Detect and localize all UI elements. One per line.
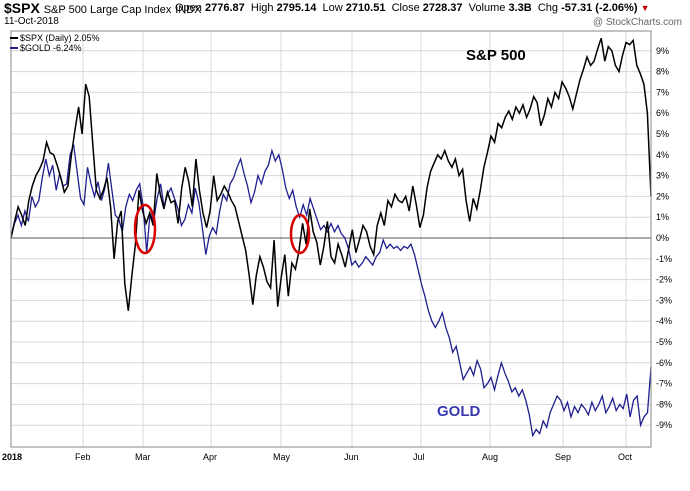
- x-tick-label: Sep: [555, 452, 571, 462]
- y-tick-label: -7%: [656, 379, 672, 389]
- y-tick-label: 7%: [656, 87, 669, 97]
- copyright: @ StockCharts.com: [592, 17, 682, 28]
- x-tick-label: May: [273, 452, 291, 462]
- x-tick-label: Mar: [135, 452, 151, 462]
- legend-entry-gold: $GOLD -6.24%: [20, 43, 82, 53]
- y-tick-label: 8%: [656, 67, 669, 77]
- y-tick-label: -1%: [656, 254, 672, 264]
- legend-entry-spx: $SPX (Daily) 2.05%: [20, 33, 100, 43]
- open-label: Open: [175, 2, 202, 14]
- highlight-circle: [289, 213, 311, 255]
- y-tick-label: -8%: [656, 399, 672, 409]
- spx-annotation: S&P 500: [466, 47, 526, 64]
- y-tick-label: 0%: [656, 233, 669, 243]
- x-tick-label: Apr: [203, 452, 217, 462]
- y-tick-label: 3%: [656, 171, 669, 181]
- y-tick-label: -6%: [656, 358, 672, 368]
- chart-date: 11-Oct-2018: [4, 16, 59, 27]
- y-tick-label: -4%: [656, 316, 672, 326]
- chg-label: Chg: [537, 2, 558, 14]
- y-tick-label: 2%: [656, 191, 669, 201]
- chg-value: -57.31 (-2.06%): [561, 2, 638, 14]
- y-tick-label: -2%: [656, 275, 672, 285]
- highlight-circle: [133, 203, 157, 255]
- volume-value: 3.3B: [508, 2, 532, 14]
- open-value: 2776.87: [204, 2, 245, 14]
- x-tick-label: 2018: [2, 452, 22, 462]
- legend: $SPX (Daily) 2.05% $GOLD -6.24%: [10, 33, 100, 53]
- y-tick-label: 4%: [656, 150, 669, 160]
- low-label: Low: [322, 2, 343, 14]
- y-tick-label: -5%: [656, 337, 672, 347]
- series-line-gold: [10, 144, 652, 438]
- quote-line: Open 2776.87 High 2795.14 Low 2710.51 Cl…: [175, 2, 649, 14]
- y-tick-label: 6%: [656, 108, 669, 118]
- close-value: 2728.37: [422, 2, 463, 14]
- gold-annotation: GOLD: [437, 403, 480, 420]
- index-name: S&P 500 Large Cap Index: [43, 4, 172, 16]
- down-arrow-icon: ▼: [640, 3, 650, 13]
- volume-label: Volume: [468, 2, 506, 14]
- y-tick-label: -3%: [656, 295, 672, 305]
- x-tick-label: Feb: [75, 452, 91, 462]
- close-label: Close: [391, 2, 420, 14]
- grid-lines: [10, 31, 651, 447]
- y-tick-label: -9%: [656, 420, 672, 430]
- y-tick-label: 1%: [656, 212, 669, 222]
- y-tick-label: 9%: [656, 46, 669, 56]
- symbol-title: $SPX S&P 500 Large Cap Index INDX: [4, 0, 202, 16]
- x-tick-label: Aug: [482, 452, 498, 462]
- high-label: High: [250, 2, 274, 14]
- symbol: $SPX: [4, 0, 40, 16]
- low-value: 2710.51: [345, 2, 386, 14]
- y-axis-ticks: 9% 8% 7% 6% 5% 4% 3% 2% 1% 0% -1% -2% -3% -4% -5% -6% -7…: [656, 46, 672, 430]
- x-tick-label: Oct: [618, 452, 633, 462]
- x-tick-label: Jul: [413, 452, 425, 462]
- chart-header: $SPX S&P 500 Large Cap Index INDX 11-Oct…: [0, 0, 690, 32]
- series-line-spx: [10, 38, 652, 311]
- exchange: INDX: [175, 4, 202, 16]
- y-tick-label: 5%: [656, 129, 669, 139]
- x-axis-ticks: 2018 Feb Mar Apr May Jun Jul Aug Sep Oct: [2, 452, 633, 462]
- high-value: 2795.14: [276, 2, 317, 14]
- x-tick-label: Jun: [344, 452, 359, 462]
- plot-border: [10, 30, 652, 448]
